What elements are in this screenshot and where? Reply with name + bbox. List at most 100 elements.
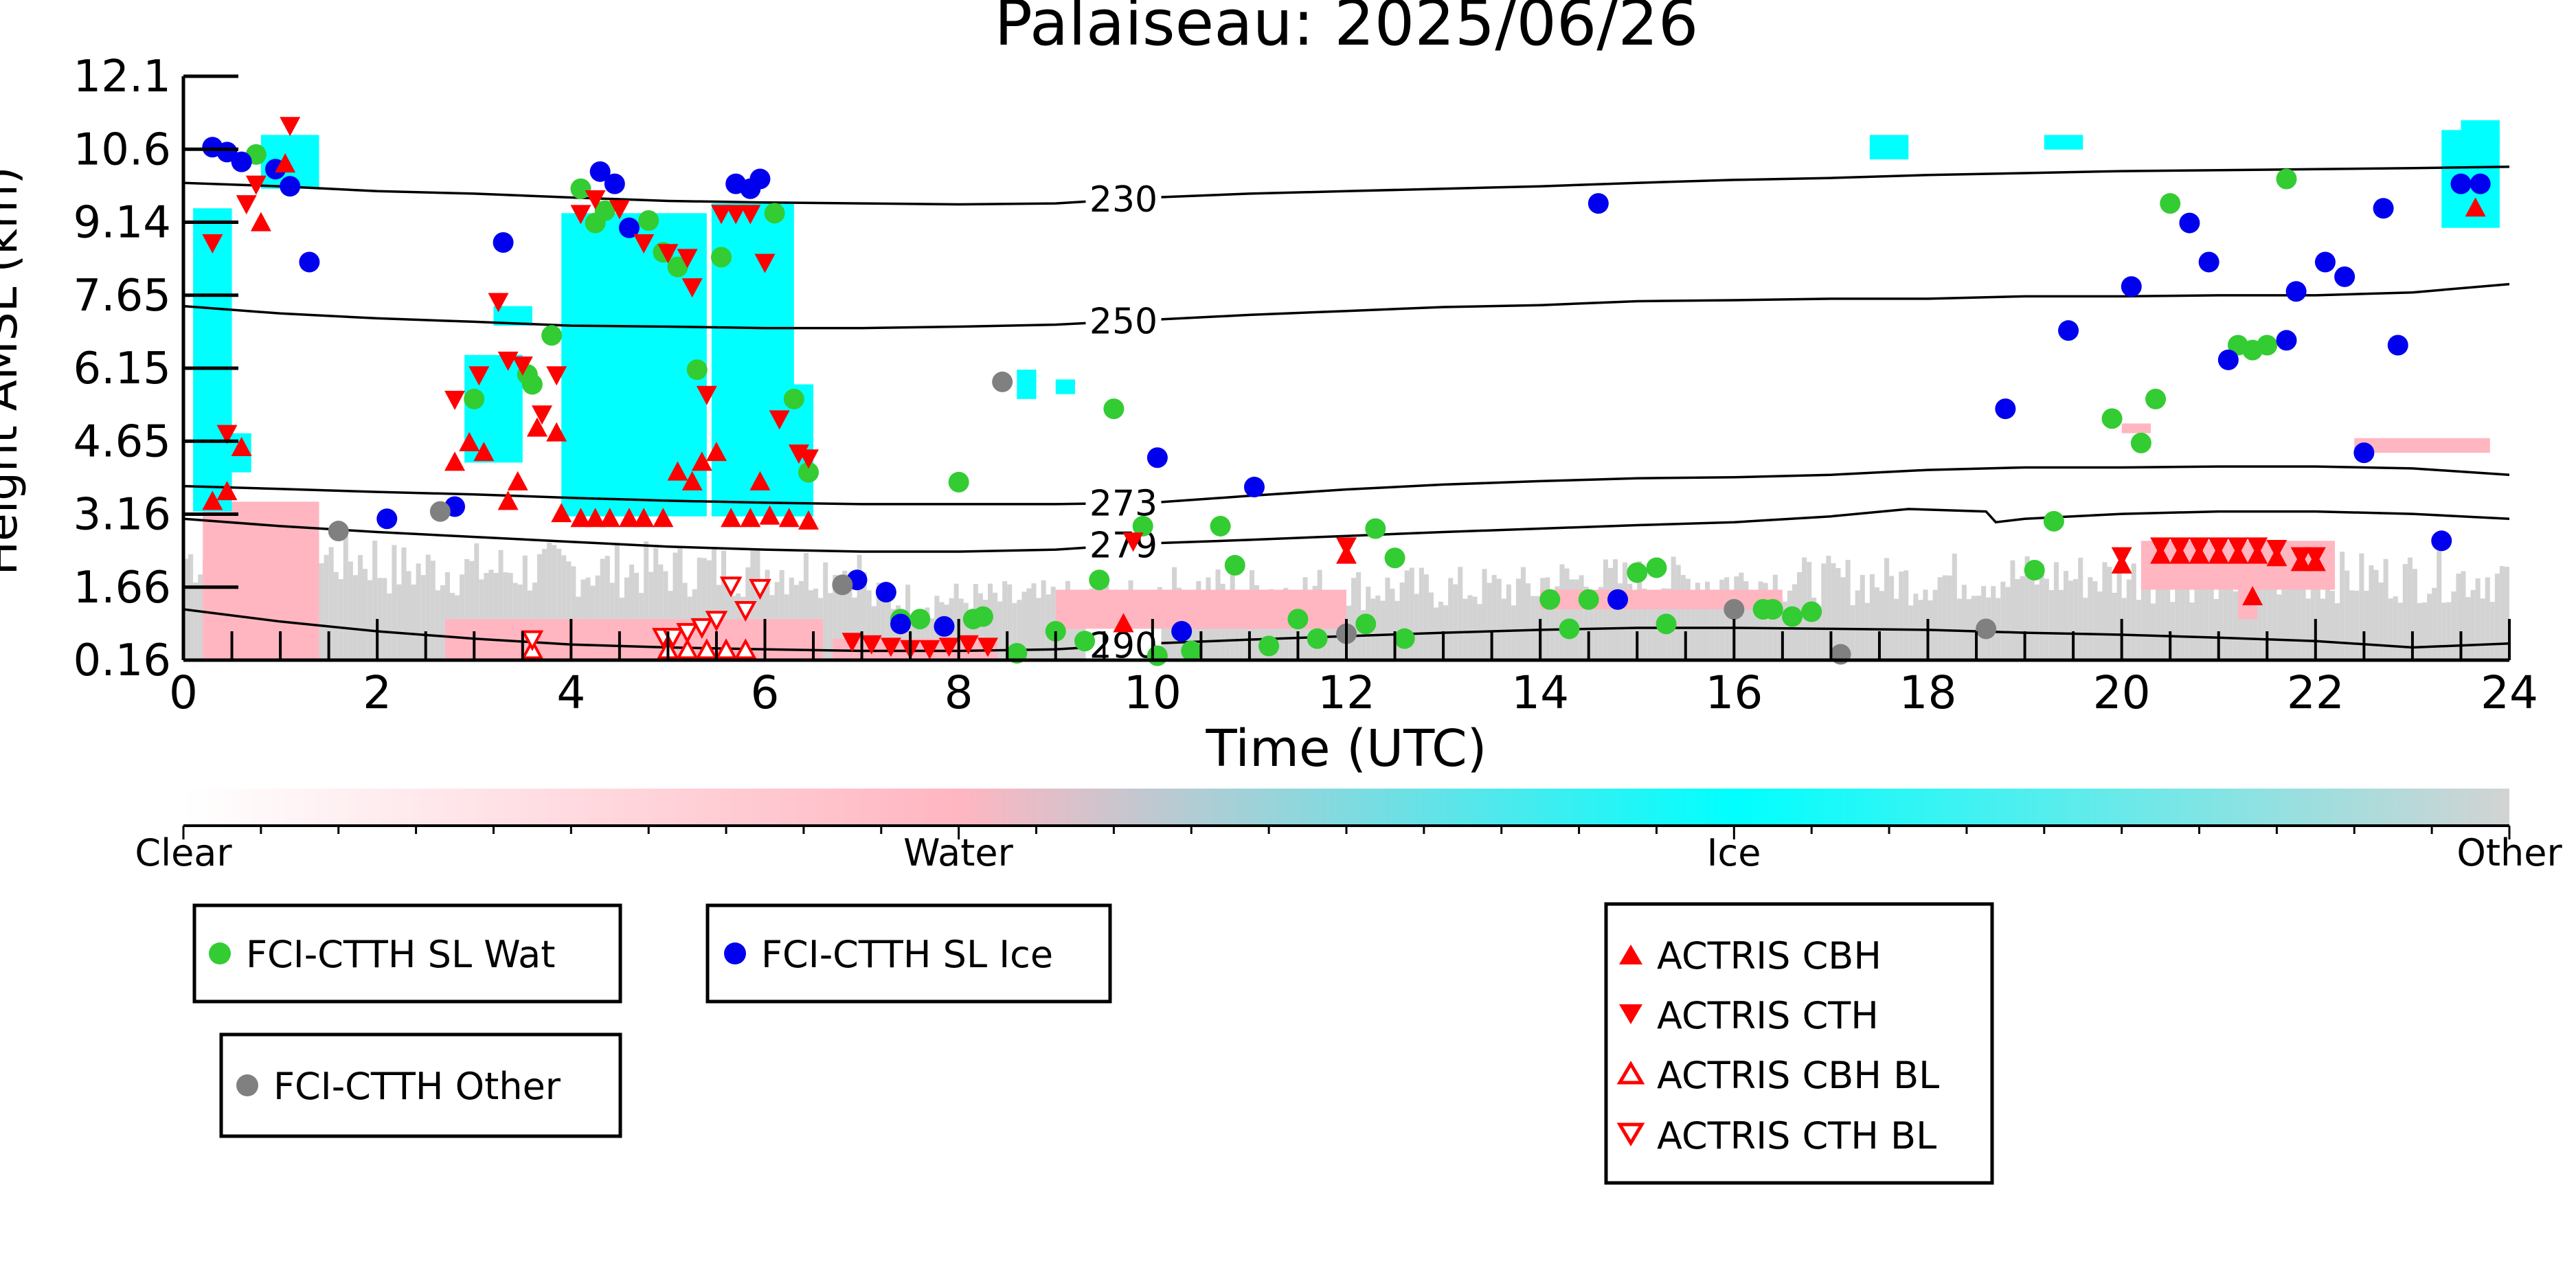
point-actris-cbh bbox=[705, 442, 727, 462]
legend-marker-cbh bbox=[1619, 945, 1642, 964]
point-actris-cth-bl bbox=[734, 600, 757, 622]
other-mask-column bbox=[2156, 579, 2161, 660]
other-mask-column bbox=[2160, 565, 2166, 660]
point-actris-cth bbox=[512, 357, 533, 376]
other-mask-column bbox=[1579, 575, 1584, 660]
other-mask-column bbox=[876, 583, 881, 660]
other-mask-column bbox=[1201, 600, 1206, 660]
other-mask-column bbox=[629, 564, 635, 660]
other-mask-column bbox=[2499, 566, 2505, 660]
other-mask-column bbox=[2039, 564, 2044, 660]
point-fci-ctth-sl-wat bbox=[972, 606, 993, 627]
x-axis-label: Time (UTC) bbox=[1205, 719, 1487, 778]
point-fci-ctth-sl-wat bbox=[909, 609, 931, 630]
other-mask-column bbox=[600, 558, 605, 660]
other-mask-column bbox=[1264, 604, 1269, 660]
point-actris-cbh bbox=[497, 490, 519, 510]
point-actris-cth bbox=[958, 635, 979, 655]
point-fci-ctth-sl-wat bbox=[638, 210, 659, 231]
other-mask-column bbox=[1710, 590, 1715, 660]
other-mask-column bbox=[1879, 591, 1885, 660]
other-mask-column bbox=[2281, 561, 2287, 660]
point-fci-ctth-sl-ice bbox=[2450, 173, 2472, 194]
contour-line-250 bbox=[183, 282, 2509, 330]
point-fci-ctth-sl-ice bbox=[376, 508, 398, 530]
point-fci-ctth-other bbox=[1724, 598, 1745, 620]
point-actris-cth-bl bbox=[690, 618, 714, 640]
point-actris-cbh-bl bbox=[695, 638, 719, 659]
point-fci-ctth-sl-wat bbox=[2024, 560, 2045, 581]
other-mask-column bbox=[2180, 580, 2185, 660]
colorbar-ticks bbox=[182, 824, 2511, 839]
point-fci-ctth-sl-wat bbox=[1132, 515, 1153, 536]
other-mask-column bbox=[338, 579, 343, 660]
x-tick-label: 18 bbox=[1899, 666, 1957, 719]
point-actris-cth-bl bbox=[749, 578, 771, 600]
other-mask-column bbox=[789, 577, 794, 660]
other-mask-column bbox=[2480, 598, 2485, 660]
other-mask-column bbox=[1438, 602, 1444, 660]
y-axis-label: Height AMSL (km) bbox=[0, 167, 27, 576]
other-mask-column bbox=[1816, 606, 1822, 660]
other-mask-column bbox=[508, 572, 513, 660]
series-actris-cth bbox=[202, 117, 2326, 659]
other-mask-column bbox=[2276, 594, 2282, 660]
other-mask-column bbox=[2053, 562, 2059, 660]
other-mask-column bbox=[1675, 565, 1681, 660]
point-actris-cth bbox=[488, 293, 509, 313]
water-mask-patch bbox=[1540, 589, 1783, 609]
other-mask-column bbox=[1996, 598, 2001, 660]
point-fci-ctth-sl-ice bbox=[280, 176, 301, 197]
other-mask-column bbox=[1385, 577, 1390, 660]
other-mask-column bbox=[556, 548, 562, 660]
other-mask-column bbox=[493, 573, 499, 660]
other-mask-column bbox=[1607, 567, 1613, 660]
other-mask-column bbox=[2015, 579, 2020, 660]
other-mask-column bbox=[328, 547, 334, 660]
other-mask-column bbox=[1743, 581, 1749, 660]
x-tick-label: 10 bbox=[1124, 666, 1182, 719]
other-mask-column bbox=[1555, 586, 1560, 660]
point-fci-ctth-sl-wat bbox=[1559, 618, 1580, 640]
point-fci-ctth-sl-wat bbox=[594, 200, 615, 221]
point-actris-cbh bbox=[1113, 613, 1134, 633]
ice-mask-patch bbox=[1869, 135, 1909, 160]
other-mask-column bbox=[1394, 600, 1400, 660]
other-mask-column bbox=[2388, 598, 2393, 660]
other-mask-column bbox=[1414, 594, 1419, 660]
other-mask-column bbox=[2272, 561, 2277, 660]
other-mask-column bbox=[561, 555, 567, 660]
other-mask-column bbox=[2397, 602, 2403, 660]
point-fci-ctth-sl-wat bbox=[764, 203, 785, 224]
point-fci-ctth-sl-wat bbox=[2145, 388, 2167, 409]
point-fci-ctth-sl-wat bbox=[1045, 620, 1066, 642]
other-mask-column bbox=[2073, 579, 2079, 660]
other-mask-column bbox=[1627, 583, 1633, 660]
other-mask-column bbox=[368, 580, 373, 660]
other-mask-column bbox=[658, 564, 664, 660]
point-actris-cth bbox=[1122, 532, 1144, 552]
other-mask-column bbox=[333, 572, 339, 660]
other-mask-column bbox=[1899, 572, 1904, 660]
point-actris-cth bbox=[880, 637, 901, 657]
other-mask-column bbox=[2048, 590, 2054, 660]
other-mask-column bbox=[1821, 563, 1827, 660]
other-mask-column bbox=[2218, 552, 2224, 660]
other-mask-column bbox=[552, 545, 557, 660]
point-actris-cth bbox=[546, 366, 567, 386]
point-fci-ctth-sl-wat bbox=[686, 359, 708, 381]
other-mask-column bbox=[343, 527, 348, 660]
point-actris-cth bbox=[2227, 537, 2248, 557]
point-fci-ctth-sl-ice bbox=[216, 142, 238, 163]
point-fci-ctth-sl-wat bbox=[1646, 557, 1667, 578]
point-fci-ctth-sl-ice bbox=[1171, 620, 1193, 642]
ice-mask-patch bbox=[1017, 370, 1037, 399]
x-tick-label: 0 bbox=[169, 666, 198, 719]
other-mask-column bbox=[188, 554, 194, 660]
other-mask-column bbox=[890, 609, 896, 660]
other-mask-column bbox=[2393, 596, 2398, 660]
other-mask-column bbox=[2116, 565, 2122, 660]
other-mask-column bbox=[547, 542, 552, 660]
point-actris-cth bbox=[754, 253, 776, 273]
